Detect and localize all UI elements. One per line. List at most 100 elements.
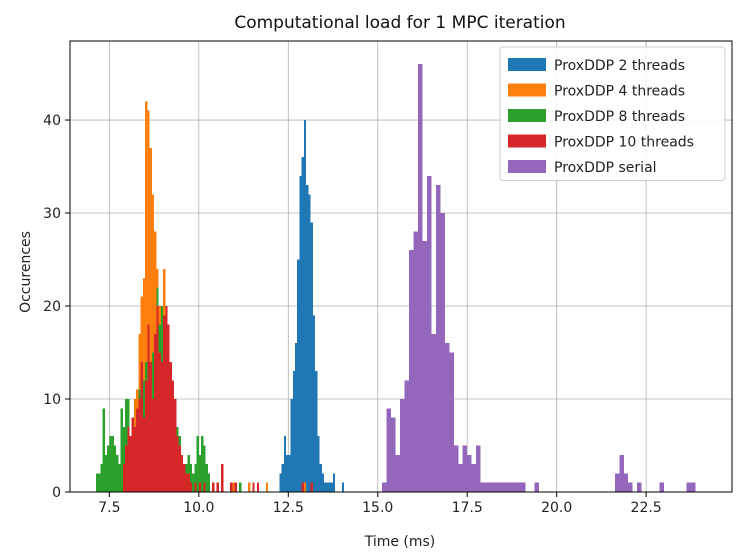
bar-proxddp-10-threads (167, 324, 170, 492)
bar-proxddp-10-threads (140, 361, 143, 492)
bar-proxddp-2-threads (328, 482, 331, 492)
bar-proxddp-2-threads (294, 343, 298, 492)
bar-proxddp-serial (426, 175, 432, 492)
bar-proxddp-8-threads (192, 473, 195, 492)
bar-proxddp-10-threads (189, 482, 193, 492)
bar-proxddp-10-threads (142, 417, 146, 492)
bar-proxddp-serial (637, 482, 642, 492)
bar-proxddp-serial (400, 399, 405, 492)
bar-proxddp-8-threads (111, 436, 114, 492)
bar-proxddp-8-threads (95, 473, 99, 492)
bar-proxddp-2-threads (319, 464, 322, 492)
bar-proxddp-8-threads (104, 454, 108, 492)
bar-proxddp-10-threads (136, 408, 139, 492)
bar-proxddp-2-threads (297, 259, 300, 492)
bar-proxddp-serial (431, 333, 436, 492)
bar-proxddp-serial (404, 380, 410, 492)
legend-swatch (508, 109, 546, 122)
bar-proxddp-serial (520, 482, 526, 492)
bar-proxddp-4-threads (303, 482, 307, 492)
bar-proxddp-2-threads (299, 175, 302, 492)
bar-proxddp-10-threads (174, 399, 177, 492)
bar-proxddp-10-threads (183, 464, 186, 492)
x-tick-label: 7.5 (98, 500, 120, 516)
bar-proxddp-2-threads (283, 436, 287, 492)
bar-proxddp-serial (480, 482, 486, 492)
bar-proxddp-10-threads (252, 482, 255, 492)
bar-proxddp-10-threads (171, 380, 175, 492)
histogram-bars (95, 64, 696, 493)
bar-proxddp-10-threads (301, 482, 304, 492)
bar-proxddp-2-threads (281, 464, 284, 492)
bar-proxddp-8-threads (107, 445, 110, 492)
bar-proxddp-10-threads (165, 306, 168, 492)
bar-proxddp-10-threads (158, 352, 161, 492)
bar-proxddp-10-threads (203, 482, 206, 492)
legend: ProxDDP 2 threads ProxDDP 4 threads ProxDD… (499, 46, 726, 181)
x-tick-label: 17.5 (452, 500, 483, 516)
bar-proxddp-8-threads (198, 454, 202, 492)
bar-proxddp-10-threads (180, 454, 184, 492)
bar-proxddp-10-threads (145, 380, 148, 492)
bar-proxddp-8-threads (189, 464, 193, 492)
bar-proxddp-serial (614, 473, 620, 492)
bar-proxddp-10-threads (133, 426, 137, 492)
bar-proxddp-4-threads (265, 482, 269, 492)
bar-proxddp-2-threads (290, 399, 293, 492)
bar-proxddp-serial (462, 445, 468, 492)
bar-proxddp-2-threads (310, 222, 313, 492)
bar-proxddp-2-threads (303, 120, 307, 493)
bar-proxddp-10-threads (198, 482, 202, 492)
bar-proxddp-serial (690, 482, 696, 492)
bar-proxddp-2-threads (292, 371, 295, 492)
bar-proxddp-10-threads (178, 445, 181, 492)
bar-proxddp-serial (413, 231, 418, 493)
bar-proxddp-4-threads (147, 110, 150, 492)
x-tick-label: 22.5 (631, 500, 662, 516)
bar-proxddp-10-threads (187, 473, 190, 492)
bar-proxddp-2-threads (341, 482, 345, 492)
bar-proxddp-4-threads (248, 482, 251, 492)
bar-proxddp-serial (467, 454, 472, 492)
bar-proxddp-8-threads (118, 464, 121, 492)
bar-proxddp-serial (476, 445, 481, 492)
bar-proxddp-10-threads (122, 464, 126, 492)
x-tick-label: 15.0 (362, 500, 393, 516)
axis-ticks: 7.5 10.0 12.5 15.0 17.5 20.0 22.5 0 10 20 30 40 (43, 113, 662, 516)
x-axis-label: Time (ms) (364, 534, 436, 550)
bar-proxddp-8-threads (207, 473, 211, 492)
legend-label: ProxDDP 8 threads (554, 109, 685, 125)
y-tick-label: 0 (52, 485, 61, 501)
bar-proxddp-4-threads (151, 194, 155, 492)
bar-proxddp-2-threads (306, 185, 309, 492)
bar-proxddp-serial (386, 408, 392, 492)
bar-proxddp-serial (435, 185, 441, 492)
legend-label: ProxDDP 10 threads (554, 135, 694, 151)
bar-proxddp-8-threads (194, 464, 197, 492)
bar-proxddp-2-threads (308, 194, 311, 492)
bar-proxddp-serial (489, 482, 495, 492)
bar-proxddp-8-threads (98, 473, 101, 492)
bar-proxddp-4-threads (145, 101, 148, 492)
bar-proxddp-2-threads (317, 436, 320, 492)
bar-proxddp-8-threads (203, 445, 206, 492)
bar-proxddp-8-threads (113, 445, 117, 492)
bar-proxddp-10-threads (169, 361, 172, 492)
plot-frame (69, 40, 733, 493)
bar-proxddp-8-threads (120, 408, 123, 492)
bar-proxddp-10-threads (163, 315, 166, 492)
bar-proxddp-serial (422, 240, 427, 492)
bar-proxddp-10-threads (154, 333, 157, 492)
bar-proxddp-10-threads (151, 399, 155, 492)
bar-proxddp-serial (659, 482, 665, 492)
y-tick-label: 10 (43, 392, 61, 408)
y-tick-label: 20 (43, 299, 61, 315)
bar-proxddp-serial (511, 482, 517, 492)
bar-proxddp-2-threads (315, 371, 318, 492)
bar-proxddp-serial (440, 213, 445, 492)
bar-proxddp-8-threads (196, 436, 199, 492)
x-tick-label: 12.5 (273, 500, 304, 516)
legend-label: ProxDDP serial (554, 160, 657, 176)
chart-title: Computational load for 1 MPC iteration (234, 13, 565, 33)
